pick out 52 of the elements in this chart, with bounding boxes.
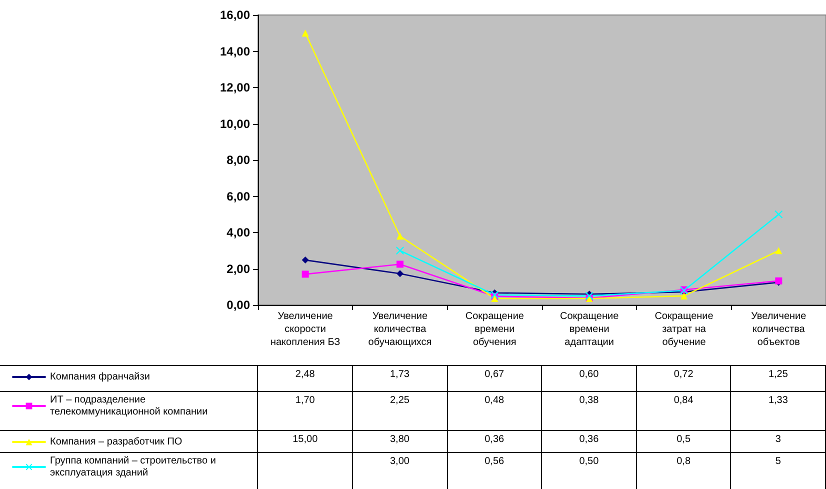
- point: [302, 270, 309, 278]
- data-label: 0,84: [636, 392, 731, 430]
- data-label: 3,00: [352, 452, 448, 489]
- legend-label: Компания – разработчик ПО: [50, 436, 182, 448]
- point: [396, 270, 404, 278]
- data-label: 0,36: [447, 430, 542, 452]
- point: [302, 30, 309, 37]
- x-tick-label: Увеличение скорости накопления БЗ: [270, 311, 340, 348]
- data-label: 0,36: [542, 430, 636, 452]
- y-tick-label: 12,00: [220, 80, 250, 94]
- point: [302, 256, 309, 264]
- data-label: 0,38: [542, 392, 636, 430]
- data-label: 0,8: [636, 452, 731, 489]
- point: [396, 260, 404, 268]
- y-tick-label: 16,00: [220, 8, 250, 22]
- point: [774, 210, 783, 218]
- point: [775, 247, 782, 254]
- data-label: 5: [730, 452, 826, 489]
- data-label: 0,5: [636, 430, 731, 452]
- data-label: 3: [730, 430, 826, 452]
- x-tick-label: Сокращение времени адаптации: [560, 311, 620, 348]
- y-tick-label: 4,00: [226, 226, 250, 240]
- x-tick-label: Увеличение количества объектов: [751, 311, 807, 348]
- point: [396, 232, 404, 240]
- data-label: 0,50: [542, 452, 636, 489]
- data-label: 1,73: [352, 366, 448, 392]
- point: [396, 246, 404, 255]
- point: [680, 292, 688, 300]
- y-tick-label: 2,00: [226, 262, 250, 276]
- y-tick-label: 14,00: [220, 44, 250, 58]
- data-label: 1,25: [730, 366, 826, 392]
- y-tick-label: 8,00: [226, 153, 250, 167]
- data-label: 0,56: [447, 452, 542, 489]
- data-label: 3,80: [352, 430, 448, 452]
- data-label: 15,00: [258, 430, 352, 452]
- data-label: 1,33: [730, 392, 826, 430]
- legend-label: Группа компаний – строительство и эксплуатация зданий: [50, 456, 216, 478]
- y-tick-label: 0,00: [226, 298, 250, 312]
- legend-label: ИТ – подразделение телекоммуникационной компании: [50, 394, 208, 418]
- y-tick-label: 6,00: [226, 189, 250, 204]
- data-label: 1,70: [258, 392, 352, 430]
- data-label: 0,60: [542, 366, 636, 392]
- data-label: 0,72: [636, 366, 731, 392]
- y-tick-label: 10,00: [220, 116, 250, 131]
- x-tick-label: Сокращение времени обучения: [465, 311, 524, 348]
- x-tick-label: Увеличение количества обучающихся: [368, 311, 432, 348]
- data-label: 0,48: [447, 392, 542, 430]
- x-tick-label: Сокращение затрат на обучение: [654, 311, 714, 348]
- data-label: 2,25: [352, 392, 448, 430]
- data-label: 2,48: [258, 366, 352, 392]
- legend-label: Компания франчайзи: [50, 372, 150, 382]
- data-label: 0,67: [447, 366, 542, 392]
